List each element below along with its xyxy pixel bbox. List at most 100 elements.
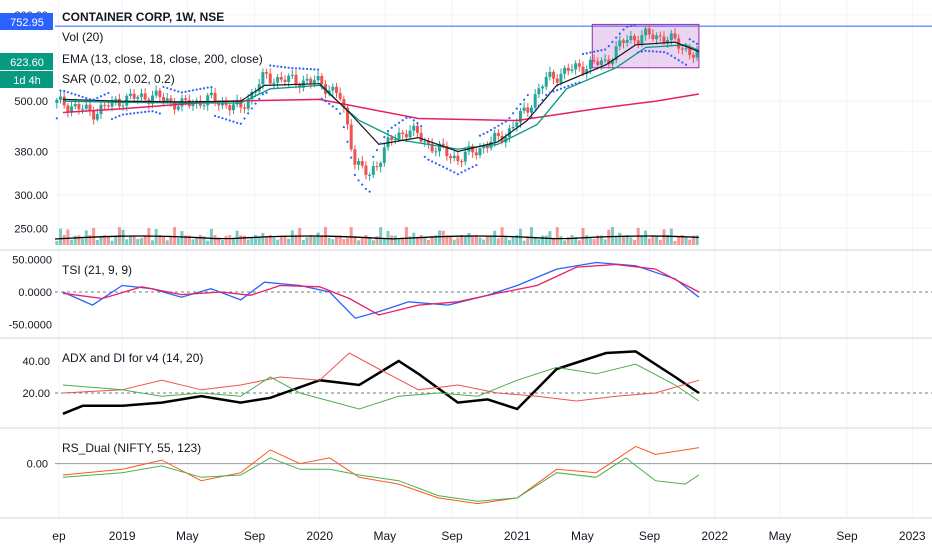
sar-dot [552, 90, 555, 93]
volume-bar [515, 235, 519, 245]
volume-bar [430, 235, 434, 245]
candle-body [441, 143, 445, 146]
volume-bar [452, 239, 456, 245]
sar-dot [184, 90, 187, 93]
candle-body [276, 77, 280, 83]
sar-dot [258, 97, 261, 100]
indicator-ema[interactable]: EMA (13, close, 18, close, 200, close) [62, 52, 263, 66]
candle-body [360, 161, 364, 166]
volume-bar [353, 236, 357, 245]
volume-bar [128, 235, 132, 245]
volume-bar [449, 235, 453, 245]
sar-dot [662, 50, 666, 54]
candle-body [633, 35, 637, 41]
candle-body [173, 101, 177, 110]
candle-body [338, 92, 342, 100]
price-tick-label: 380.00 [14, 147, 48, 159]
volume-bar [666, 235, 670, 245]
sar-dot [460, 171, 463, 174]
symbol-title[interactable]: CONTAINER CORP, 1W, NSE [62, 10, 225, 24]
sar-dot [648, 50, 651, 53]
volume-bar [507, 240, 511, 245]
sar-dot [607, 45, 610, 48]
candle-body [522, 107, 526, 111]
sar-dot [309, 68, 312, 71]
volume-bar [154, 228, 158, 245]
sar-dot [640, 50, 643, 53]
sar-dot [471, 165, 474, 168]
candle-body [73, 103, 77, 107]
sar-dot [408, 116, 412, 119]
candle-body [629, 35, 633, 41]
volume-bar [349, 227, 353, 245]
tsi-title[interactable]: TSI (21, 9, 9) [62, 263, 133, 277]
volume-bar [489, 235, 493, 245]
candle-body [533, 94, 537, 108]
sar-dot [166, 86, 169, 90]
candle-body [599, 60, 603, 65]
candle-body [390, 137, 394, 141]
volume-bar [338, 235, 342, 245]
volume-bar [110, 240, 114, 245]
sar-dot [88, 98, 92, 101]
sar-dot [611, 40, 614, 43]
candle-body [496, 132, 500, 137]
candle-body [346, 107, 350, 125]
candle-body [139, 93, 143, 97]
sar-dot [224, 118, 228, 121]
sar-dot [434, 162, 437, 165]
indicator-sar[interactable]: SAR (0.02, 0.02, 0.2) [62, 72, 175, 86]
sar-dot [467, 167, 471, 170]
candle-body [588, 60, 592, 70]
sar-dot [77, 94, 81, 97]
indicator-vol[interactable]: Vol (20) [62, 30, 104, 44]
sar-dot [188, 89, 191, 93]
volume-bar [320, 236, 324, 245]
sar-dot [603, 48, 607, 51]
sar-dot [236, 121, 239, 124]
sar-dot [232, 120, 235, 123]
time-tick-label: May [374, 529, 397, 543]
candle-body [334, 86, 338, 93]
sar-dot [688, 38, 691, 41]
volume-bar [651, 235, 655, 245]
volume-bar [401, 237, 405, 245]
sar-dot [247, 112, 250, 115]
volume-bar [213, 235, 217, 245]
sar-dot [357, 179, 360, 182]
volume-bar [596, 235, 600, 245]
rs-dual-title[interactable]: RS_Dual (NIFTY, 55, 123) [62, 441, 202, 455]
sar-dot [339, 112, 342, 115]
sar-dot [493, 126, 496, 129]
volume-bar [206, 240, 210, 245]
candle-body [191, 103, 195, 107]
sar-dot [637, 51, 640, 54]
sar-dot [144, 110, 147, 113]
candle-body [423, 141, 427, 143]
sar-dot [659, 50, 662, 53]
volume-bar [541, 235, 545, 245]
sar-dot [592, 50, 596, 53]
time-tick-label: 2022 [701, 529, 728, 543]
candle-body [449, 156, 453, 159]
candle-body [364, 165, 368, 175]
price-badge-text-2: 1d 4h [13, 75, 41, 87]
sar-dot [375, 148, 379, 152]
time-tick-label: Sep [639, 529, 661, 543]
candle-body [231, 104, 235, 111]
volume-bar [62, 235, 66, 245]
volume-bar [360, 236, 364, 245]
candle-body [136, 96, 140, 99]
volume-bar [162, 237, 166, 245]
candle-body [515, 122, 519, 127]
sar-dot [695, 42, 699, 45]
volume-bar [305, 237, 309, 245]
volume-bar [379, 227, 383, 245]
sar-dot [534, 110, 537, 113]
volume-bar [677, 236, 681, 245]
adx-title[interactable]: ADX and DI for v4 (14, 20) [62, 351, 204, 365]
candle-body [574, 63, 578, 70]
candle-body [493, 132, 497, 142]
